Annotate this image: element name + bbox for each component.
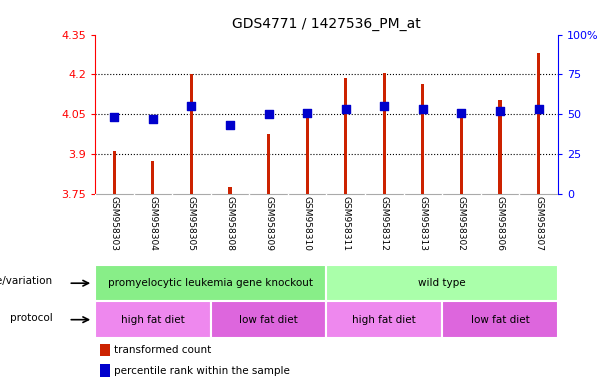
Point [302,109,312,116]
Bar [421,84,424,194]
Bar [100,364,110,377]
Text: promyelocytic leukemia gene knockout: promyelocytic leukemia gene knockout [109,278,313,288]
Bar [190,74,193,194]
Bar [383,73,386,194]
Point [341,106,351,113]
Bar [113,151,116,194]
Text: low fat diet: low fat diet [239,314,298,325]
Point [225,122,235,129]
Text: GSM958312: GSM958312 [380,196,389,251]
Text: protocol: protocol [10,313,52,323]
Bar [442,301,558,338]
Bar [211,301,327,338]
Text: GSM958311: GSM958311 [341,196,350,251]
Bar [267,134,270,194]
Bar [229,187,232,194]
Text: wild type: wild type [418,278,466,288]
Text: GSM958309: GSM958309 [264,196,273,251]
Text: high fat diet: high fat diet [352,314,416,325]
Point [186,103,196,109]
Text: GSM958306: GSM958306 [495,196,504,251]
Bar [95,265,327,301]
Text: GSM958308: GSM958308 [226,196,235,251]
Text: high fat diet: high fat diet [121,314,185,325]
Text: GSM958313: GSM958313 [418,196,427,251]
Bar [306,114,309,194]
Point [264,111,273,118]
Bar [151,161,154,194]
Title: GDS4771 / 1427536_PM_at: GDS4771 / 1427536_PM_at [232,17,421,31]
Text: GSM958305: GSM958305 [187,196,196,251]
Text: percentile rank within the sample: percentile rank within the sample [113,366,289,376]
Text: transformed count: transformed count [113,345,211,355]
Point [457,109,466,116]
Point [495,108,505,114]
Bar [498,99,501,194]
Point [109,114,119,121]
Bar [95,301,211,338]
Bar [100,344,110,356]
Text: GSM958307: GSM958307 [534,196,543,251]
Text: GSM958304: GSM958304 [148,196,158,251]
Bar [327,301,442,338]
Bar [344,78,347,194]
Bar [460,112,463,194]
Point [148,116,158,122]
Text: GSM958303: GSM958303 [110,196,119,251]
Point [534,106,544,113]
Text: GSM958302: GSM958302 [457,196,466,251]
Bar [327,265,558,301]
Text: low fat diet: low fat diet [471,314,530,325]
Point [418,106,428,113]
Text: GSM958310: GSM958310 [303,196,311,251]
Bar [537,53,540,194]
Text: genotype/variation: genotype/variation [0,276,52,286]
Point [379,103,389,109]
